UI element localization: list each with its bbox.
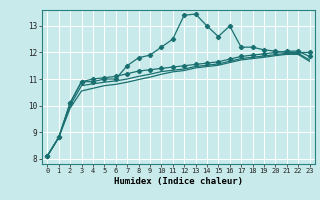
X-axis label: Humidex (Indice chaleur): Humidex (Indice chaleur) bbox=[114, 177, 243, 186]
